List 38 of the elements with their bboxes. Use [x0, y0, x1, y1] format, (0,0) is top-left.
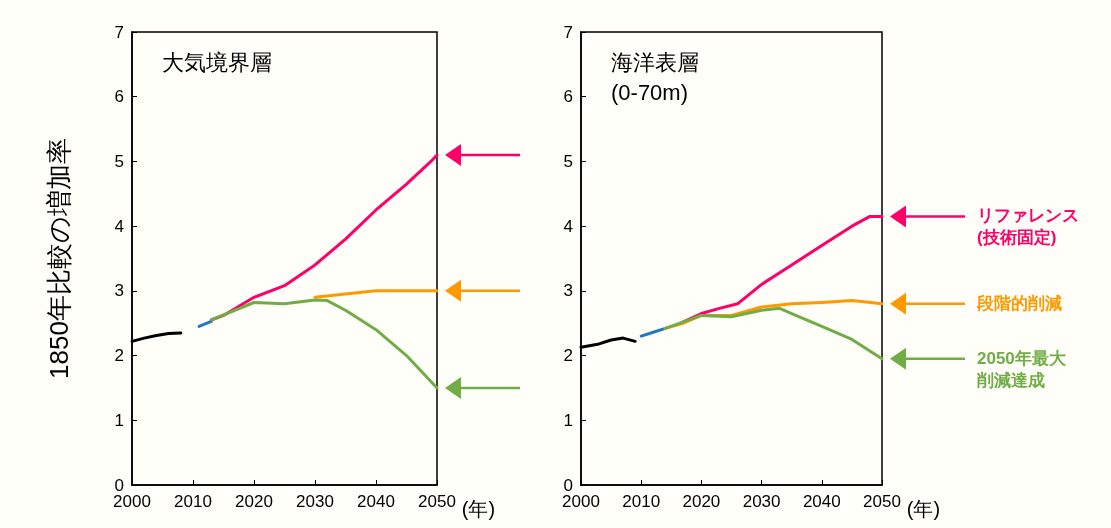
y-tick-label: 0	[114, 475, 124, 495]
y-tick-label: 3	[114, 281, 124, 301]
text: 大気境界層	[162, 49, 272, 75]
y-tick-label: 6	[114, 87, 124, 107]
y-tick-label: 6	[563, 87, 573, 107]
y-tick-label: 1	[563, 410, 573, 430]
y-tick-label: 1	[114, 410, 124, 430]
text: 海洋表層 (0-70m)	[611, 49, 699, 105]
legend-label: 段階的削減	[977, 292, 1063, 315]
y-tick-label: 5	[563, 151, 573, 171]
x-tick-label: 2000	[113, 492, 151, 511]
x-tick-label: 2050	[863, 492, 901, 511]
y-tick-label: 3	[563, 281, 573, 301]
x-axis-title: (年)	[461, 498, 496, 520]
x-tick-label: 2030	[296, 492, 334, 511]
x-tick-label: 2040	[357, 492, 395, 511]
line-series	[209, 298, 439, 390]
y-tick-label: 2	[114, 346, 124, 366]
x-tick-label: 2040	[802, 492, 841, 511]
y-tick-label: 7	[114, 22, 124, 42]
y-tick-label: 4	[114, 216, 124, 236]
x-tick-label: 2010	[174, 492, 212, 511]
line-series	[663, 306, 884, 361]
y-tick-label: 7	[563, 22, 573, 42]
x-tick-label: 2030	[742, 492, 781, 511]
y-tick-label: 0	[563, 475, 573, 495]
y-tick-label: 5	[114, 151, 124, 171]
x-tick-label: 2000	[562, 492, 600, 511]
x-axis-title: (年)	[906, 498, 941, 520]
legend-label: 2050年最大削減達成	[977, 347, 1067, 392]
legend-label: リファレンス(技術固定)	[977, 205, 1080, 250]
y-axis-title: 1850年比較の増加率	[44, 138, 74, 379]
y-tick-label: 2	[563, 346, 573, 366]
x-tick-label: 2010	[622, 492, 661, 511]
x-tick-label: 2020	[235, 492, 273, 511]
x-tick-label: 2050	[418, 492, 456, 511]
x-tick-label: 2020	[682, 492, 721, 511]
y-tick-label: 4	[563, 216, 573, 236]
